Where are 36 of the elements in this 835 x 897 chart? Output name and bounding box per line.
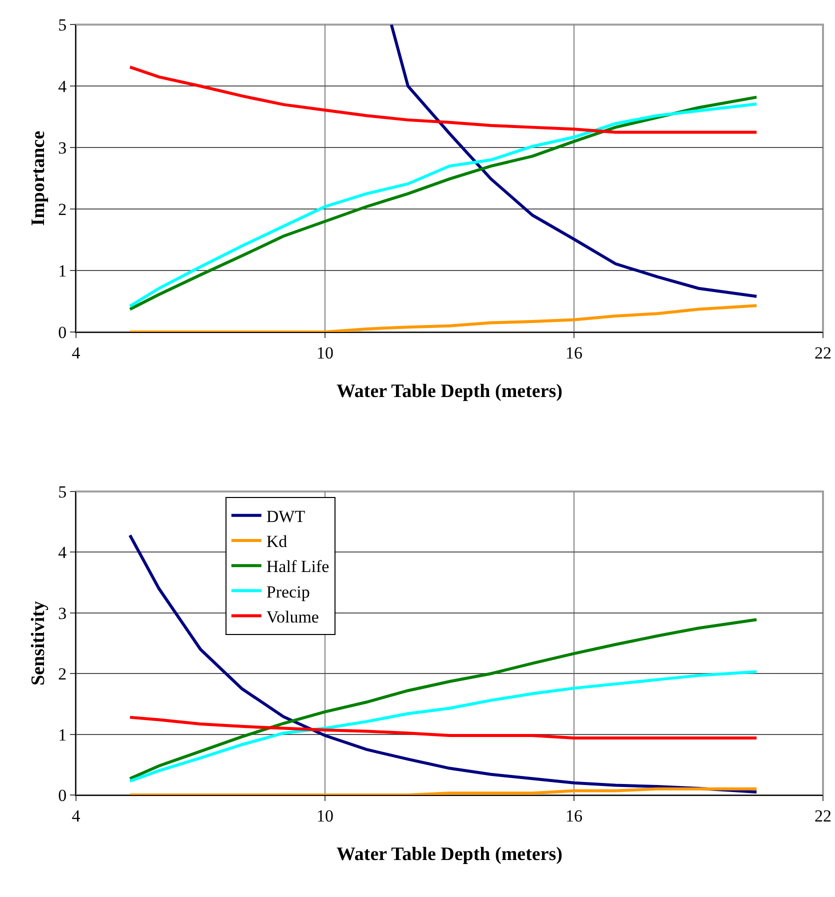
line-series <box>128 66 758 134</box>
y-tick-label: 1 <box>58 261 67 280</box>
legend-label: Kd <box>266 532 288 552</box>
legend-label: Volume <box>266 607 319 626</box>
y-tick-label: 5 <box>58 482 67 502</box>
x-axis-title: Water Table Depth (meters) <box>336 844 563 866</box>
y-tick-label: 3 <box>58 604 67 623</box>
y-tick-label: 1 <box>58 725 67 744</box>
x-axis-title: Water Table Depth (meters) <box>336 381 563 402</box>
x-tick-label: 22 <box>814 343 832 362</box>
x-tick-label: 10 <box>316 343 334 362</box>
line-series <box>128 534 758 794</box>
y-tick-label: 0 <box>58 322 67 342</box>
x-tick-label: 10 <box>316 806 334 826</box>
y-tick-label: 4 <box>58 543 68 562</box>
y-tick-label: 3 <box>58 138 67 158</box>
x-tick-label: 16 <box>566 806 582 826</box>
y-tick-label: 2 <box>58 200 67 220</box>
y-axis-title: Importance <box>28 130 49 226</box>
legend-label: DWT <box>266 507 306 526</box>
y-tick-label: 4 <box>58 77 68 96</box>
y-tick-label: 0 <box>58 786 67 805</box>
y-tick-label: 2 <box>58 664 67 684</box>
x-tick-label: 16 <box>566 343 582 362</box>
line-series <box>390 24 758 298</box>
y-tick-label: 5 <box>58 16 67 35</box>
y-axis-title: Sensitivity <box>28 600 49 686</box>
legend-label: Half Life <box>266 557 330 576</box>
line-series <box>128 787 758 795</box>
line-series <box>128 304 758 332</box>
line-series <box>128 716 758 740</box>
x-tick-label: 22 <box>814 806 832 826</box>
legend-label: Precip <box>266 582 310 602</box>
line-series <box>128 670 758 783</box>
x-tick-label: 4 <box>72 343 81 362</box>
x-tick-label: 4 <box>72 806 81 826</box>
